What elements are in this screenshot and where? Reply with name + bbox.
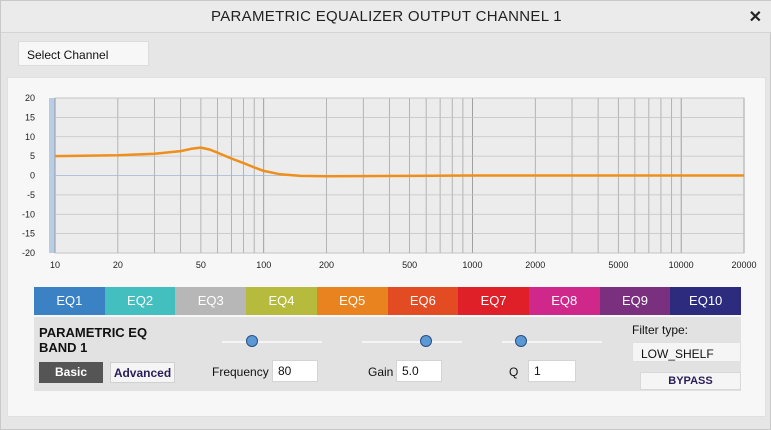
q-input[interactable]: [528, 360, 576, 382]
x-tick-label: 20: [113, 260, 123, 270]
band-settings-panel: PARAMETRIC EQ BAND 1 Basic Advanced Freq…: [34, 317, 741, 391]
band-title: PARAMETRIC EQ BAND 1: [39, 325, 148, 355]
eq-tab-8[interactable]: EQ8: [528, 287, 600, 315]
plot-scale-strip: [49, 98, 55, 253]
gain-input[interactable]: [396, 360, 442, 382]
y-tick-label: 0: [30, 171, 35, 181]
eq-tab-7[interactable]: EQ7: [458, 287, 529, 315]
x-tick-label: 1000: [462, 260, 482, 270]
eq-tab-1[interactable]: EQ1: [34, 287, 105, 315]
y-tick-label: 20: [25, 93, 35, 103]
frequency-slider-track: [222, 341, 322, 343]
x-tick-label: 10000: [669, 260, 694, 270]
frequency-label: Frequency: [212, 365, 269, 379]
x-tick-label: 500: [402, 260, 417, 270]
q-slider-thumb[interactable]: [515, 335, 527, 347]
frequency-input[interactable]: [272, 360, 318, 382]
y-tick-label: -20: [22, 248, 35, 258]
gain-slider-thumb[interactable]: [420, 335, 432, 347]
eq-band-tabs: EQ1 EQ2 EQ3 EQ4 EQ5 EQ6 EQ7 EQ8 EQ9 EQ10: [34, 287, 742, 315]
eq-response-curve: [54, 146, 744, 178]
eq-tab-10[interactable]: EQ10: [670, 287, 742, 315]
gain-slider[interactable]: [362, 335, 462, 347]
x-tick-label: 10: [50, 260, 60, 270]
y-tick-label: 10: [25, 132, 35, 142]
eq-tab-9[interactable]: EQ9: [599, 287, 671, 315]
q-slider-track: [502, 341, 602, 343]
x-tick-label: 20000: [731, 260, 756, 270]
filter-type-select[interactable]: LOW_SHELF: [632, 342, 741, 362]
select-channel-button[interactable]: Select Channel: [18, 41, 149, 66]
basic-mode-button[interactable]: Basic: [39, 362, 103, 383]
x-tick-label: 5000: [608, 260, 628, 270]
close-icon[interactable]: ✕: [748, 9, 762, 26]
y-tick-label: -15: [22, 229, 35, 239]
eq-tab-6[interactable]: EQ6: [387, 287, 459, 315]
y-tick-label: -5: [27, 190, 35, 200]
frequency-slider-thumb[interactable]: [246, 335, 258, 347]
y-tick-label: 5: [30, 151, 35, 161]
frequency-slider[interactable]: [222, 335, 322, 347]
window-title: PARAMETRIC EQUALIZER OUTPUT CHANNEL 1: [211, 8, 562, 25]
title-bar: PARAMETRIC EQUALIZER OUTPUT CHANNEL 1 ✕: [1, 1, 771, 33]
filter-type-label: Filter type:: [632, 323, 689, 337]
advanced-mode-button[interactable]: Advanced: [110, 362, 175, 383]
x-tick-label: 100: [256, 260, 271, 270]
bypass-button[interactable]: BYPASS: [640, 372, 741, 390]
y-tick-label: 15: [25, 112, 35, 122]
x-tick-label: 2000: [525, 260, 545, 270]
eq-tab-2[interactable]: EQ2: [104, 287, 176, 315]
gain-label: Gain: [368, 365, 394, 379]
eq-tab-3[interactable]: EQ3: [175, 287, 247, 315]
x-tick-label: 50: [196, 260, 206, 270]
eq-tab-5[interactable]: EQ5: [316, 287, 388, 315]
eq-tab-4[interactable]: EQ4: [246, 287, 317, 315]
q-slider[interactable]: [502, 335, 602, 347]
q-label: Q: [509, 365, 519, 379]
y-tick-label: -10: [22, 209, 35, 219]
x-tick-label: 200: [319, 260, 334, 270]
gain-slider-track: [362, 341, 462, 343]
